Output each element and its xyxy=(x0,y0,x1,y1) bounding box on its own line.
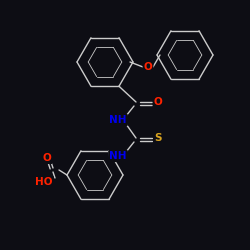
Text: O: O xyxy=(154,97,162,107)
Text: O: O xyxy=(144,62,152,72)
Text: HO: HO xyxy=(35,177,53,187)
Text: O: O xyxy=(42,153,51,163)
Text: S: S xyxy=(154,133,162,143)
Text: NH: NH xyxy=(109,115,127,125)
Text: NH: NH xyxy=(109,151,127,161)
